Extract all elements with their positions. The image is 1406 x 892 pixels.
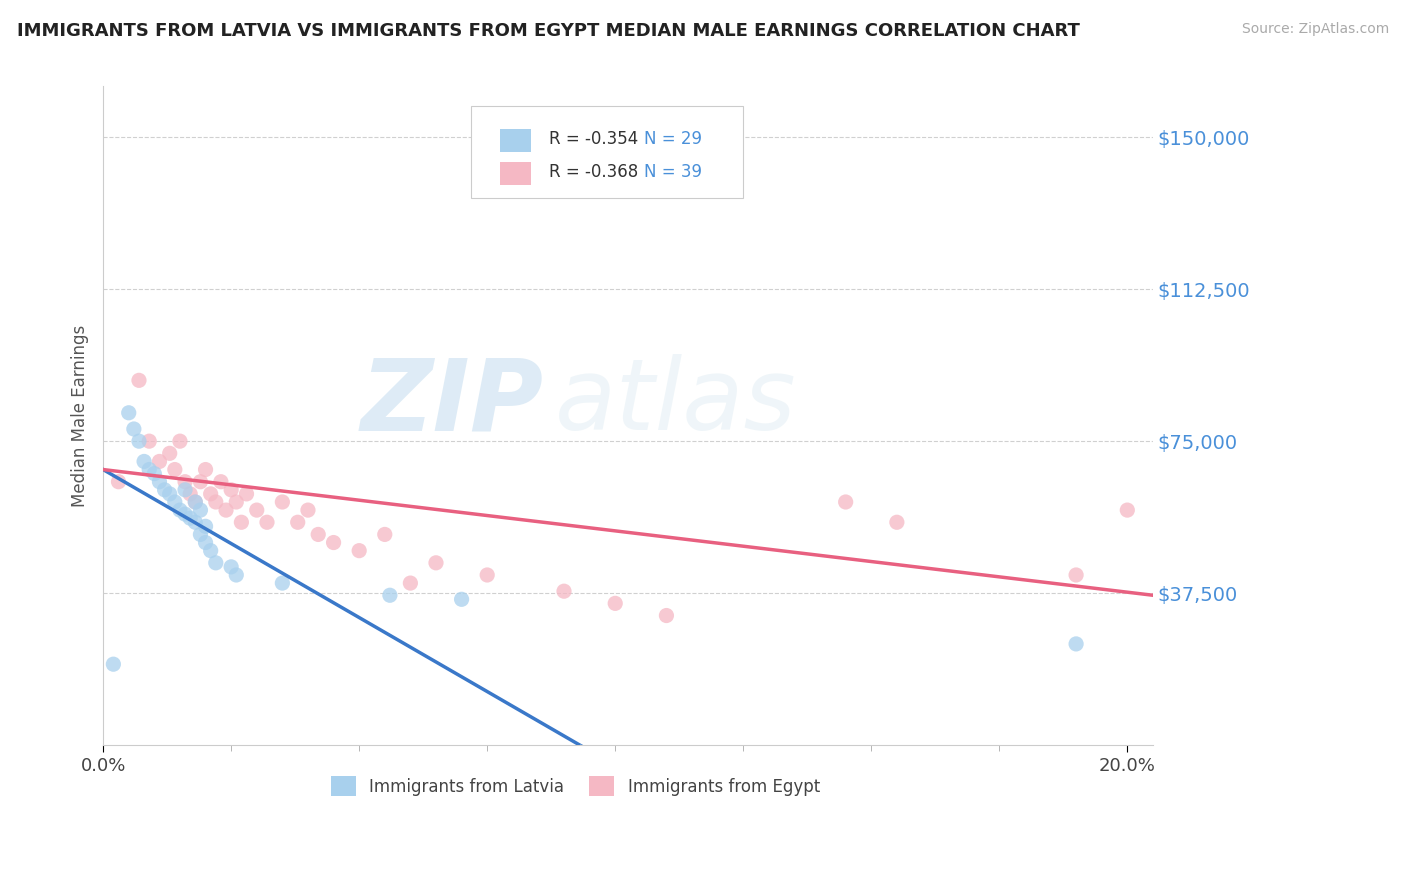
- Point: [163, 462, 186, 476]
- Point: [235, 487, 257, 501]
- Point: [179, 511, 201, 525]
- Point: [231, 516, 253, 530]
- Point: [1064, 637, 1087, 651]
- Point: [138, 434, 160, 449]
- Point: [347, 543, 370, 558]
- Y-axis label: Median Male Earnings: Median Male Earnings: [72, 325, 89, 507]
- Point: [553, 584, 575, 599]
- Text: R = -0.368: R = -0.368: [550, 163, 638, 181]
- Point: [399, 576, 422, 591]
- Point: [450, 592, 472, 607]
- FancyBboxPatch shape: [471, 106, 744, 198]
- Point: [194, 535, 217, 549]
- Point: [655, 608, 678, 623]
- Point: [200, 487, 222, 501]
- Point: [225, 495, 247, 509]
- Point: [163, 495, 186, 509]
- Point: [190, 475, 212, 489]
- Point: [1064, 568, 1087, 582]
- Point: [169, 434, 191, 449]
- Point: [219, 560, 242, 574]
- Point: [128, 434, 150, 449]
- Point: [378, 588, 401, 602]
- Point: [194, 462, 217, 476]
- Point: [605, 596, 627, 610]
- Point: [103, 657, 125, 672]
- FancyBboxPatch shape: [501, 162, 531, 186]
- Point: [179, 487, 201, 501]
- Point: [128, 373, 150, 387]
- Point: [143, 467, 166, 481]
- Point: [153, 483, 176, 497]
- Point: [297, 503, 319, 517]
- Point: [209, 475, 232, 489]
- Point: [271, 576, 294, 591]
- Point: [184, 516, 207, 530]
- Point: [194, 519, 217, 533]
- Text: IMMIGRANTS FROM LATVIA VS IMMIGRANTS FROM EGYPT MEDIAN MALE EARNINGS CORRELATION: IMMIGRANTS FROM LATVIA VS IMMIGRANTS FRO…: [17, 22, 1080, 40]
- Text: Source: ZipAtlas.com: Source: ZipAtlas.com: [1241, 22, 1389, 37]
- Point: [174, 483, 197, 497]
- Text: N = 39: N = 39: [644, 163, 702, 181]
- Text: R = -0.354: R = -0.354: [550, 130, 638, 148]
- Point: [374, 527, 396, 541]
- Point: [204, 495, 226, 509]
- Point: [190, 527, 212, 541]
- Point: [118, 406, 141, 420]
- FancyBboxPatch shape: [501, 129, 531, 153]
- Point: [834, 495, 856, 509]
- Point: [1116, 503, 1139, 517]
- Point: [174, 475, 197, 489]
- Point: [204, 556, 226, 570]
- Point: [148, 475, 170, 489]
- Point: [271, 495, 294, 509]
- Point: [132, 454, 155, 468]
- Point: [107, 475, 129, 489]
- Text: N = 29: N = 29: [644, 130, 702, 148]
- Point: [256, 516, 278, 530]
- Point: [159, 487, 181, 501]
- Point: [219, 483, 242, 497]
- Point: [307, 527, 329, 541]
- Point: [425, 556, 447, 570]
- Legend: Immigrants from Latvia, Immigrants from Egypt: Immigrants from Latvia, Immigrants from …: [325, 769, 827, 803]
- Point: [184, 495, 207, 509]
- Point: [287, 516, 309, 530]
- Point: [477, 568, 499, 582]
- Point: [225, 568, 247, 582]
- Point: [215, 503, 238, 517]
- Point: [322, 535, 344, 549]
- Point: [174, 507, 197, 521]
- Point: [200, 543, 222, 558]
- Text: ZIP: ZIP: [361, 354, 544, 451]
- Point: [159, 446, 181, 460]
- Point: [122, 422, 145, 436]
- Point: [190, 503, 212, 517]
- Point: [169, 503, 191, 517]
- Point: [148, 454, 170, 468]
- Point: [138, 462, 160, 476]
- Point: [184, 495, 207, 509]
- Text: atlas: atlas: [554, 354, 796, 451]
- Point: [246, 503, 269, 517]
- Point: [886, 516, 908, 530]
